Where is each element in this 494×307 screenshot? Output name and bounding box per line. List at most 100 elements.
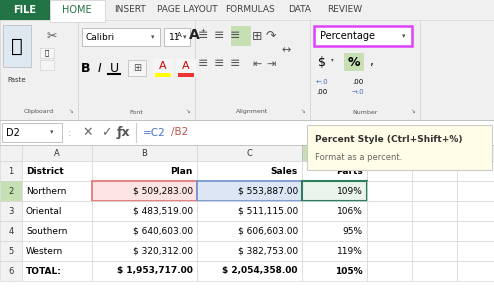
- Text: Number: Number: [352, 110, 378, 115]
- Text: A: A: [189, 28, 200, 42]
- Bar: [197, 241, 302, 261]
- Bar: [153, 59, 173, 77]
- Text: Clipboard: Clipboard: [24, 110, 54, 115]
- Bar: [0, 0, 494, 120]
- Text: :: :: [68, 127, 72, 138]
- Text: ✂: ✂: [47, 29, 57, 42]
- Text: Calibri: Calibri: [86, 33, 115, 41]
- Bar: [0, 241, 22, 261]
- Bar: [197, 181, 302, 201]
- Text: ⇤: ⇤: [252, 59, 262, 69]
- Text: ≡: ≡: [198, 57, 208, 71]
- Text: 3: 3: [8, 207, 14, 216]
- Bar: [0, 0, 50, 20]
- Bar: [0, 161, 22, 181]
- Bar: [412, 161, 457, 181]
- Bar: [40, 60, 54, 70]
- Text: F: F: [432, 149, 437, 157]
- Text: ↘: ↘: [301, 110, 305, 115]
- Text: ↷: ↷: [266, 29, 276, 42]
- Text: Sales: Sales: [271, 166, 298, 176]
- Text: 105%: 105%: [335, 266, 363, 275]
- Bar: [457, 221, 494, 241]
- Text: PAGE LAYOUT: PAGE LAYOUT: [157, 6, 218, 14]
- Text: D: D: [331, 149, 338, 157]
- Text: 1: 1: [8, 166, 14, 176]
- Bar: [0, 145, 22, 161]
- Text: ≡: ≡: [230, 57, 240, 71]
- Bar: [128, 60, 146, 76]
- Text: $: $: [318, 56, 326, 68]
- Bar: [22, 181, 92, 201]
- Text: 95%: 95%: [343, 227, 363, 235]
- Bar: [412, 221, 457, 241]
- Text: $ 509,283.00: $ 509,283.00: [133, 186, 193, 196]
- Text: ,: ,: [370, 56, 374, 68]
- Text: A: A: [182, 61, 190, 71]
- Text: ✓: ✓: [101, 126, 111, 139]
- Text: Alignment: Alignment: [236, 110, 269, 115]
- Bar: [457, 145, 494, 161]
- Text: Southern: Southern: [26, 227, 67, 235]
- Text: ⊞: ⊞: [133, 63, 141, 73]
- Text: %: %: [348, 56, 360, 68]
- Bar: [0, 221, 22, 241]
- Text: Format as a percent.: Format as a percent.: [315, 153, 402, 161]
- Text: INSERT: INSERT: [114, 6, 146, 14]
- Text: Plan: Plan: [170, 166, 193, 176]
- Text: Font: Font: [129, 110, 143, 115]
- Bar: [367, 145, 412, 161]
- Bar: [412, 145, 457, 161]
- Bar: [344, 53, 364, 71]
- Bar: [197, 145, 302, 161]
- Bar: [92, 161, 197, 181]
- Bar: [92, 181, 197, 201]
- Text: DATA: DATA: [288, 6, 311, 14]
- Text: Percentage: Percentage: [320, 31, 375, 41]
- Bar: [302, 181, 367, 201]
- Bar: [457, 201, 494, 221]
- Bar: [302, 201, 367, 221]
- Text: D2: D2: [6, 127, 20, 138]
- Bar: [412, 241, 457, 261]
- Bar: [197, 261, 302, 281]
- Text: ↔: ↔: [281, 45, 290, 55]
- Text: ≡: ≡: [230, 29, 240, 42]
- Text: REVIEW: REVIEW: [328, 6, 363, 14]
- Bar: [457, 181, 494, 201]
- Text: 2: 2: [8, 186, 14, 196]
- Bar: [176, 59, 196, 77]
- Text: U: U: [110, 61, 119, 75]
- Text: /B2: /B2: [171, 127, 188, 138]
- Bar: [0, 181, 22, 201]
- Text: Paste: Paste: [8, 77, 26, 83]
- Bar: [92, 221, 197, 241]
- Text: $ 382,753.00: $ 382,753.00: [238, 247, 298, 255]
- Text: ⊞: ⊞: [252, 29, 262, 42]
- Text: 📄: 📄: [45, 50, 49, 56]
- Text: I: I: [98, 61, 102, 75]
- Bar: [40, 48, 54, 58]
- Text: C: C: [247, 149, 252, 157]
- Text: ▾: ▾: [151, 34, 155, 40]
- Bar: [3, 25, 31, 67]
- Text: ≡: ≡: [214, 57, 224, 71]
- Bar: [50, 0, 105, 22]
- Text: =C2: =C2: [143, 127, 166, 138]
- Text: Western: Western: [26, 247, 63, 255]
- Bar: [367, 161, 412, 181]
- Bar: [82, 28, 160, 46]
- Bar: [197, 221, 302, 241]
- Bar: [412, 201, 457, 221]
- Text: 119%: 119%: [337, 247, 363, 255]
- Text: $ 2,054,358.00: $ 2,054,358.00: [222, 266, 298, 275]
- Text: →.0: →.0: [352, 89, 364, 95]
- Bar: [302, 145, 367, 161]
- Text: 📋: 📋: [11, 37, 23, 56]
- Bar: [367, 221, 412, 241]
- Text: ▾: ▾: [402, 33, 406, 39]
- Text: $ 606,603.00: $ 606,603.00: [238, 227, 298, 235]
- Text: A: A: [54, 149, 60, 157]
- Text: .00: .00: [352, 79, 364, 85]
- Text: 106%: 106%: [337, 207, 363, 216]
